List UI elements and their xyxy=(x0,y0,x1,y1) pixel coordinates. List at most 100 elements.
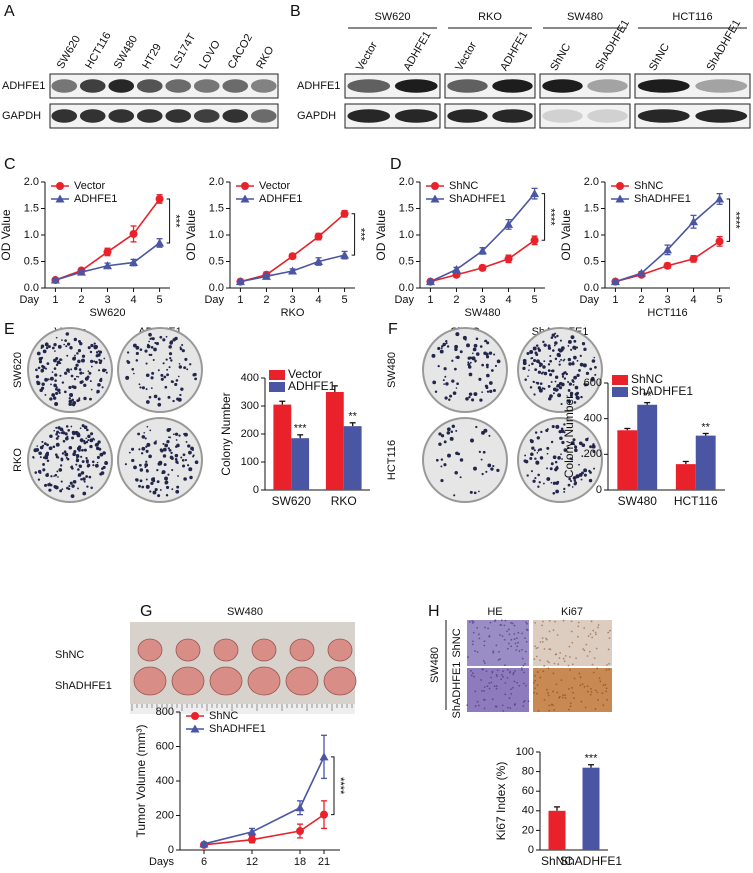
band xyxy=(136,79,163,93)
colony xyxy=(144,349,148,353)
marker xyxy=(530,189,540,198)
cell xyxy=(502,709,505,712)
cell xyxy=(593,657,596,659)
cell xyxy=(583,649,586,652)
colony xyxy=(145,449,149,453)
colony xyxy=(442,342,446,347)
colony xyxy=(167,447,170,450)
colony xyxy=(455,387,458,389)
colony xyxy=(537,386,542,390)
colony xyxy=(440,347,443,350)
colony xyxy=(443,367,447,371)
marker xyxy=(430,194,440,203)
colony xyxy=(549,359,552,363)
cell xyxy=(584,706,587,709)
colony xyxy=(574,348,577,351)
colony xyxy=(583,364,586,367)
colony xyxy=(68,402,72,407)
x-tick-label: 21 xyxy=(318,856,330,868)
marker xyxy=(129,229,138,238)
colony xyxy=(170,451,173,455)
colony xyxy=(55,455,59,459)
cell xyxy=(511,686,514,689)
colony xyxy=(135,478,139,482)
colony xyxy=(567,345,570,347)
colony xyxy=(73,450,77,454)
y-tick-label: 2.0 xyxy=(209,176,224,188)
colony xyxy=(126,359,129,363)
colony xyxy=(568,477,571,481)
bar xyxy=(637,404,658,490)
band xyxy=(542,109,583,123)
colony xyxy=(551,333,555,337)
plate xyxy=(422,417,508,503)
cell xyxy=(605,687,608,690)
colony xyxy=(547,344,551,348)
panel-letter: B xyxy=(290,3,301,20)
colony xyxy=(181,343,184,347)
y-tick-label: 0.5 xyxy=(584,255,599,267)
colony xyxy=(82,372,85,375)
cell xyxy=(539,641,542,643)
colony xyxy=(59,374,62,377)
colony xyxy=(550,481,553,484)
ihc-image xyxy=(467,620,529,666)
colony xyxy=(97,383,101,387)
colony xyxy=(558,360,561,363)
colony xyxy=(83,396,87,401)
colony xyxy=(475,352,480,356)
colony xyxy=(105,371,108,374)
colony xyxy=(186,368,189,371)
x-tick-label: 2 xyxy=(453,294,459,306)
cell xyxy=(513,633,516,635)
x-axis-label: Day xyxy=(204,294,224,306)
colony xyxy=(86,428,89,432)
cell xyxy=(525,640,528,643)
cell xyxy=(499,658,501,660)
cell xyxy=(606,664,608,666)
cell xyxy=(591,636,594,639)
colony xyxy=(558,429,562,434)
colony xyxy=(183,366,187,370)
colony xyxy=(573,355,577,360)
y-tick-label: 0.0 xyxy=(24,282,39,294)
column-label: HE xyxy=(487,606,502,618)
cell xyxy=(509,670,511,673)
tumor xyxy=(285,666,319,696)
colony xyxy=(57,476,59,478)
colony xyxy=(574,445,578,449)
y-tick-label: 400 xyxy=(241,372,259,384)
colony xyxy=(569,479,573,483)
colony xyxy=(531,357,534,359)
cell xyxy=(518,684,521,687)
colony xyxy=(530,470,533,473)
colony xyxy=(444,396,448,400)
marker xyxy=(663,245,672,254)
colony xyxy=(443,440,447,444)
colony xyxy=(80,455,83,458)
colony xyxy=(435,458,439,462)
colony xyxy=(81,424,85,428)
colony xyxy=(526,352,530,356)
colony xyxy=(131,447,135,451)
colony xyxy=(42,463,45,466)
plate xyxy=(27,327,113,413)
cell xyxy=(495,644,498,647)
colony xyxy=(438,442,442,446)
lane-label: ShNC xyxy=(647,41,672,72)
significance-bracket xyxy=(351,213,356,256)
colony xyxy=(451,424,455,428)
colony xyxy=(446,427,451,432)
cell xyxy=(573,677,576,680)
colony xyxy=(449,394,453,398)
colony xyxy=(175,489,180,494)
colony xyxy=(162,338,166,342)
colony xyxy=(555,424,560,429)
colony xyxy=(542,365,546,369)
colony xyxy=(79,341,83,346)
marker xyxy=(504,219,514,228)
band xyxy=(250,109,277,123)
group-label: RKO xyxy=(478,11,502,23)
colony xyxy=(556,352,561,357)
cell xyxy=(483,662,486,664)
